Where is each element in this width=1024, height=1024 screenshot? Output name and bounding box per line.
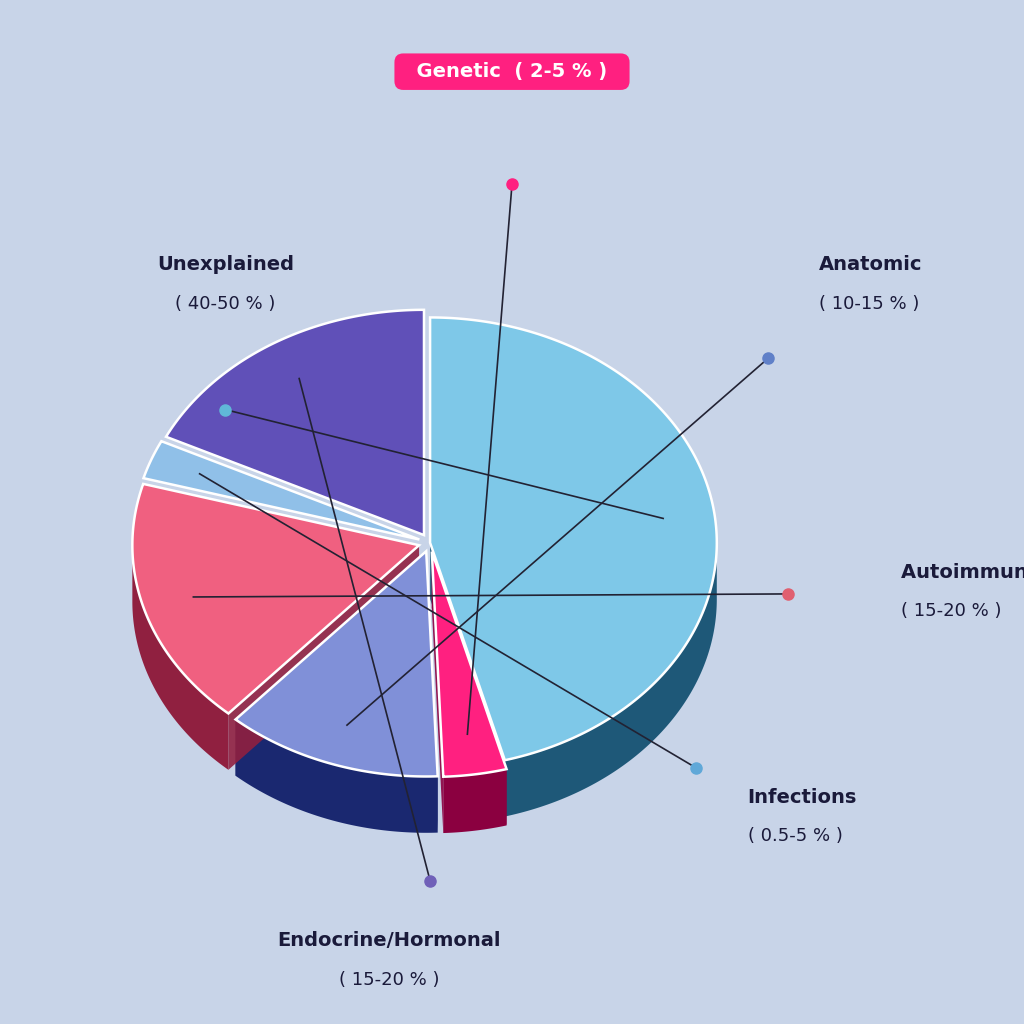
Polygon shape — [236, 551, 426, 776]
Polygon shape — [236, 551, 437, 776]
Text: Unexplained: Unexplained — [157, 255, 294, 274]
Text: ( 40-50 % ): ( 40-50 % ) — [175, 295, 275, 313]
Polygon shape — [143, 441, 420, 540]
Text: ( 15-20 % ): ( 15-20 % ) — [339, 971, 439, 989]
Text: Genetic  ( 2-5 % ): Genetic ( 2-5 % ) — [403, 62, 621, 81]
Polygon shape — [132, 546, 228, 770]
Text: Anatomic: Anatomic — [819, 255, 923, 274]
Text: Endocrine/Hormonal: Endocrine/Hormonal — [278, 931, 501, 950]
Text: ( 0.5-5 % ): ( 0.5-5 % ) — [748, 827, 843, 846]
Polygon shape — [166, 310, 424, 536]
Polygon shape — [432, 552, 507, 777]
Polygon shape — [432, 552, 443, 834]
Text: Autoimmune/Clotting disorder: Autoimmune/Clotting disorder — [901, 562, 1024, 582]
Text: Infections: Infections — [748, 787, 857, 807]
Polygon shape — [236, 720, 437, 833]
Polygon shape — [505, 545, 717, 816]
Text: ( 10-15 % ): ( 10-15 % ) — [819, 295, 920, 313]
Polygon shape — [443, 769, 507, 834]
Polygon shape — [430, 543, 505, 816]
Polygon shape — [430, 317, 717, 760]
Polygon shape — [132, 484, 419, 714]
Polygon shape — [426, 551, 437, 833]
Polygon shape — [432, 552, 507, 825]
Text: ( 15-20 % ): ( 15-20 % ) — [901, 602, 1001, 621]
Polygon shape — [228, 545, 419, 770]
